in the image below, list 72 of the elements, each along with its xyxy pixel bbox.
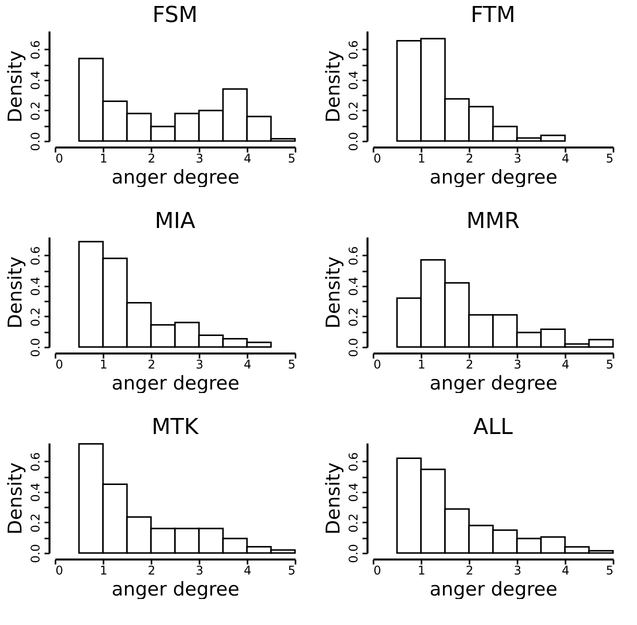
x-tick-label: 3: [514, 564, 522, 578]
y-tick-label: 0.6: [346, 246, 360, 266]
y-tick-label: 0.0: [28, 132, 42, 152]
y-tick-label: 0.0: [346, 132, 360, 152]
x-tick-label: 4: [562, 152, 570, 166]
y-tick-label: 0.6: [28, 246, 42, 266]
x-tick-label: 0: [56, 358, 64, 372]
y-tick-label: 0.4: [28, 70, 42, 90]
y-tick-label: 0.0: [346, 338, 360, 358]
y-axis-title: Density: [322, 462, 344, 535]
chart-title: ALL: [473, 415, 514, 440]
x-tick-label: 2: [148, 152, 156, 166]
x-tick-label: 2: [148, 358, 156, 372]
y-axis-title: Density: [4, 50, 26, 123]
x-tick-label: 2: [466, 152, 474, 166]
y-tick-label: 0.6: [346, 40, 360, 60]
y-tick-label: 0.4: [346, 70, 360, 90]
x-tick-label: 1: [418, 564, 426, 578]
y-tick-label: 0.6: [28, 40, 42, 60]
y-axis-title: Density: [4, 256, 26, 329]
y-tick-label: 0.4: [28, 276, 42, 296]
y-tick-label: 0.2: [346, 513, 360, 532]
x-tick-label: 3: [514, 358, 522, 372]
x-tick-label: 5: [606, 564, 614, 578]
x-tick-label: 5: [606, 358, 614, 372]
x-tick-label: 0: [374, 564, 382, 578]
x-tick-label: 2: [466, 564, 474, 578]
x-tick-label: 5: [288, 564, 296, 578]
x-tick-label: 1: [100, 564, 108, 578]
chart-title: FSM: [152, 3, 198, 28]
y-tick-label: 0.4: [346, 276, 360, 296]
x-tick-label: 4: [244, 152, 252, 166]
y-tick-label: 0.2: [28, 101, 42, 120]
y-tick-label: 0.0: [346, 544, 360, 564]
x-tick-label: 1: [100, 152, 108, 166]
x-tick-label: 2: [148, 564, 156, 578]
x-tick-label: 5: [606, 152, 614, 166]
x-tick-label: 4: [562, 358, 570, 372]
y-tick-label: 0.4: [28, 482, 42, 502]
y-tick-label: 0.6: [28, 452, 42, 472]
x-tick-label: 5: [288, 358, 296, 372]
x-tick-label: 0: [374, 358, 382, 372]
y-tick-label: 0.6: [346, 452, 360, 472]
x-tick-label: 3: [196, 564, 204, 578]
y-axis-title: Density: [322, 50, 344, 123]
x-tick-label: 3: [196, 152, 204, 166]
x-tick-label: 4: [244, 564, 252, 578]
y-tick-label: 0.4: [346, 482, 360, 502]
x-tick-label: 1: [418, 358, 426, 372]
chart-title: MMR: [466, 209, 520, 234]
x-tick-label: 1: [100, 358, 108, 372]
chart-title: MTK: [152, 415, 199, 440]
x-tick-label: 0: [374, 152, 382, 166]
y-tick-label: 0.2: [28, 513, 42, 532]
y-tick-label: 0.0: [28, 338, 42, 358]
y-axis-title: Density: [322, 256, 344, 329]
y-tick-label: 0.2: [346, 101, 360, 120]
x-tick-label: 2: [466, 358, 474, 372]
y-tick-label: 0.2: [346, 307, 360, 326]
x-tick-label: 1: [418, 152, 426, 166]
x-tick-label: 0: [56, 152, 64, 166]
x-tick-label: 4: [562, 564, 570, 578]
x-tick-label: 0: [56, 564, 64, 578]
x-tick-label: 3: [514, 152, 522, 166]
x-tick-label: 3: [196, 358, 204, 372]
y-tick-label: 0.0: [28, 544, 42, 564]
chart-title: FTM: [470, 3, 516, 28]
x-tick-label: 5: [288, 152, 296, 166]
y-axis-title: Density: [4, 462, 26, 535]
x-tick-label: 4: [244, 358, 252, 372]
chart-title: MIA: [154, 209, 196, 234]
y-tick-label: 0.2: [28, 307, 42, 326]
